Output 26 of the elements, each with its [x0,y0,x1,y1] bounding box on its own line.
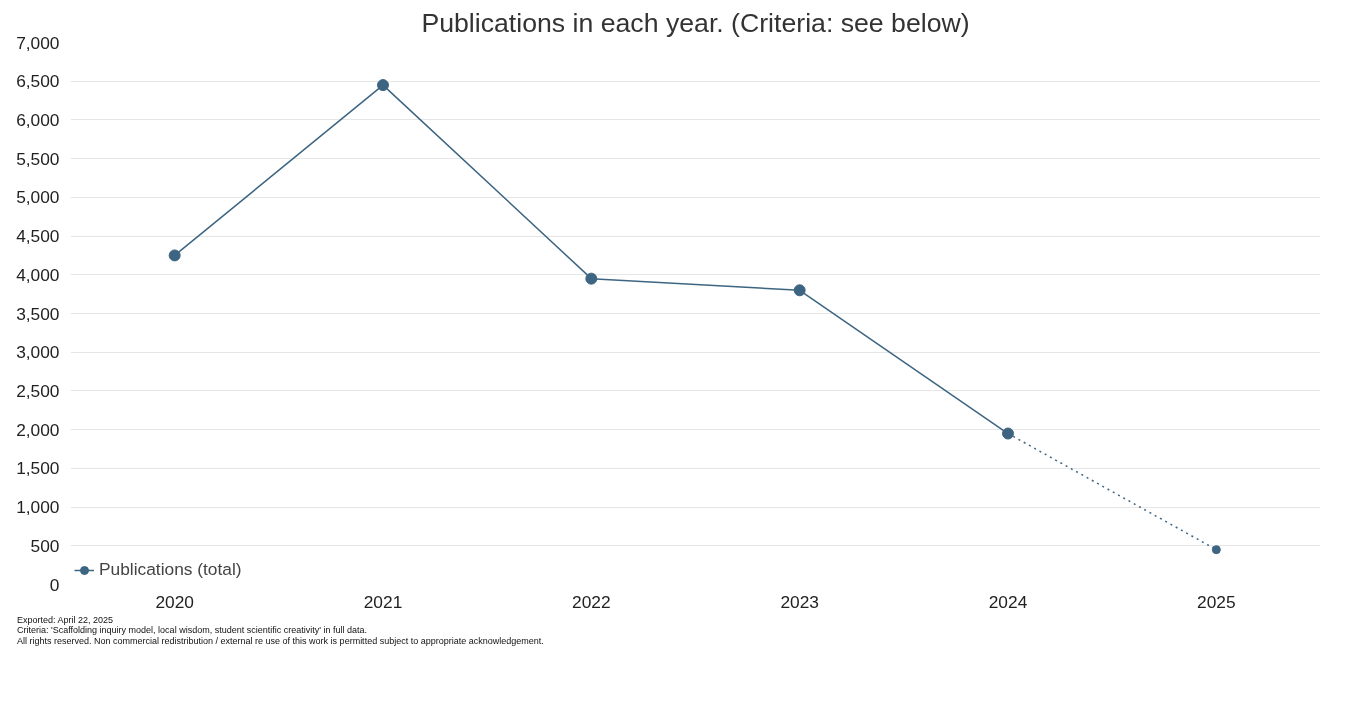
y-tick-label: 1,000 [16,497,60,518]
y-tick-label: 7,000 [16,32,60,53]
text: All rights reserved. Non commercial redistribution / external re use of this work is permitted subject to appropriate acknowledgement. [17,635,544,646]
y-tick-label: 1,500 [16,458,60,479]
y-tick-label: 3,500 [16,303,60,324]
y-tick-label: 6,000 [16,109,60,130]
x-tick-label: 2021 [363,591,403,612]
legend-label: Publications (total) [99,559,242,580]
y-tick-label: 500 [30,535,60,556]
text: Criteria: 'Scaffolding inquiry model, local wisdom, student scientific creativity' in full data. [17,625,367,636]
y-tick-label: 4,500 [16,226,60,247]
y-tick-label: 2,500 [16,380,60,401]
y-tick-label: 0 [49,574,60,595]
x-tick-label: 2022 [572,591,611,612]
x-tick-label: 2025 [1197,591,1236,612]
x-tick-label: 2020 [155,591,194,612]
y-tick-label: 5,500 [16,148,60,169]
y-tick-label: 3,000 [16,342,60,363]
y-tick-label: 4,000 [16,264,60,285]
y-tick-label: 5,000 [16,187,60,208]
y-tick-label: 6,500 [16,71,60,92]
x-tick-label: 2024 [988,591,1028,612]
x-tick-label: 2023 [780,591,819,612]
y-tick-label: 2,000 [16,419,60,440]
text: Exported: April 22, 2025 [17,615,114,625]
chart-title: Publications in each year. (Criteria: see below) [421,7,970,38]
